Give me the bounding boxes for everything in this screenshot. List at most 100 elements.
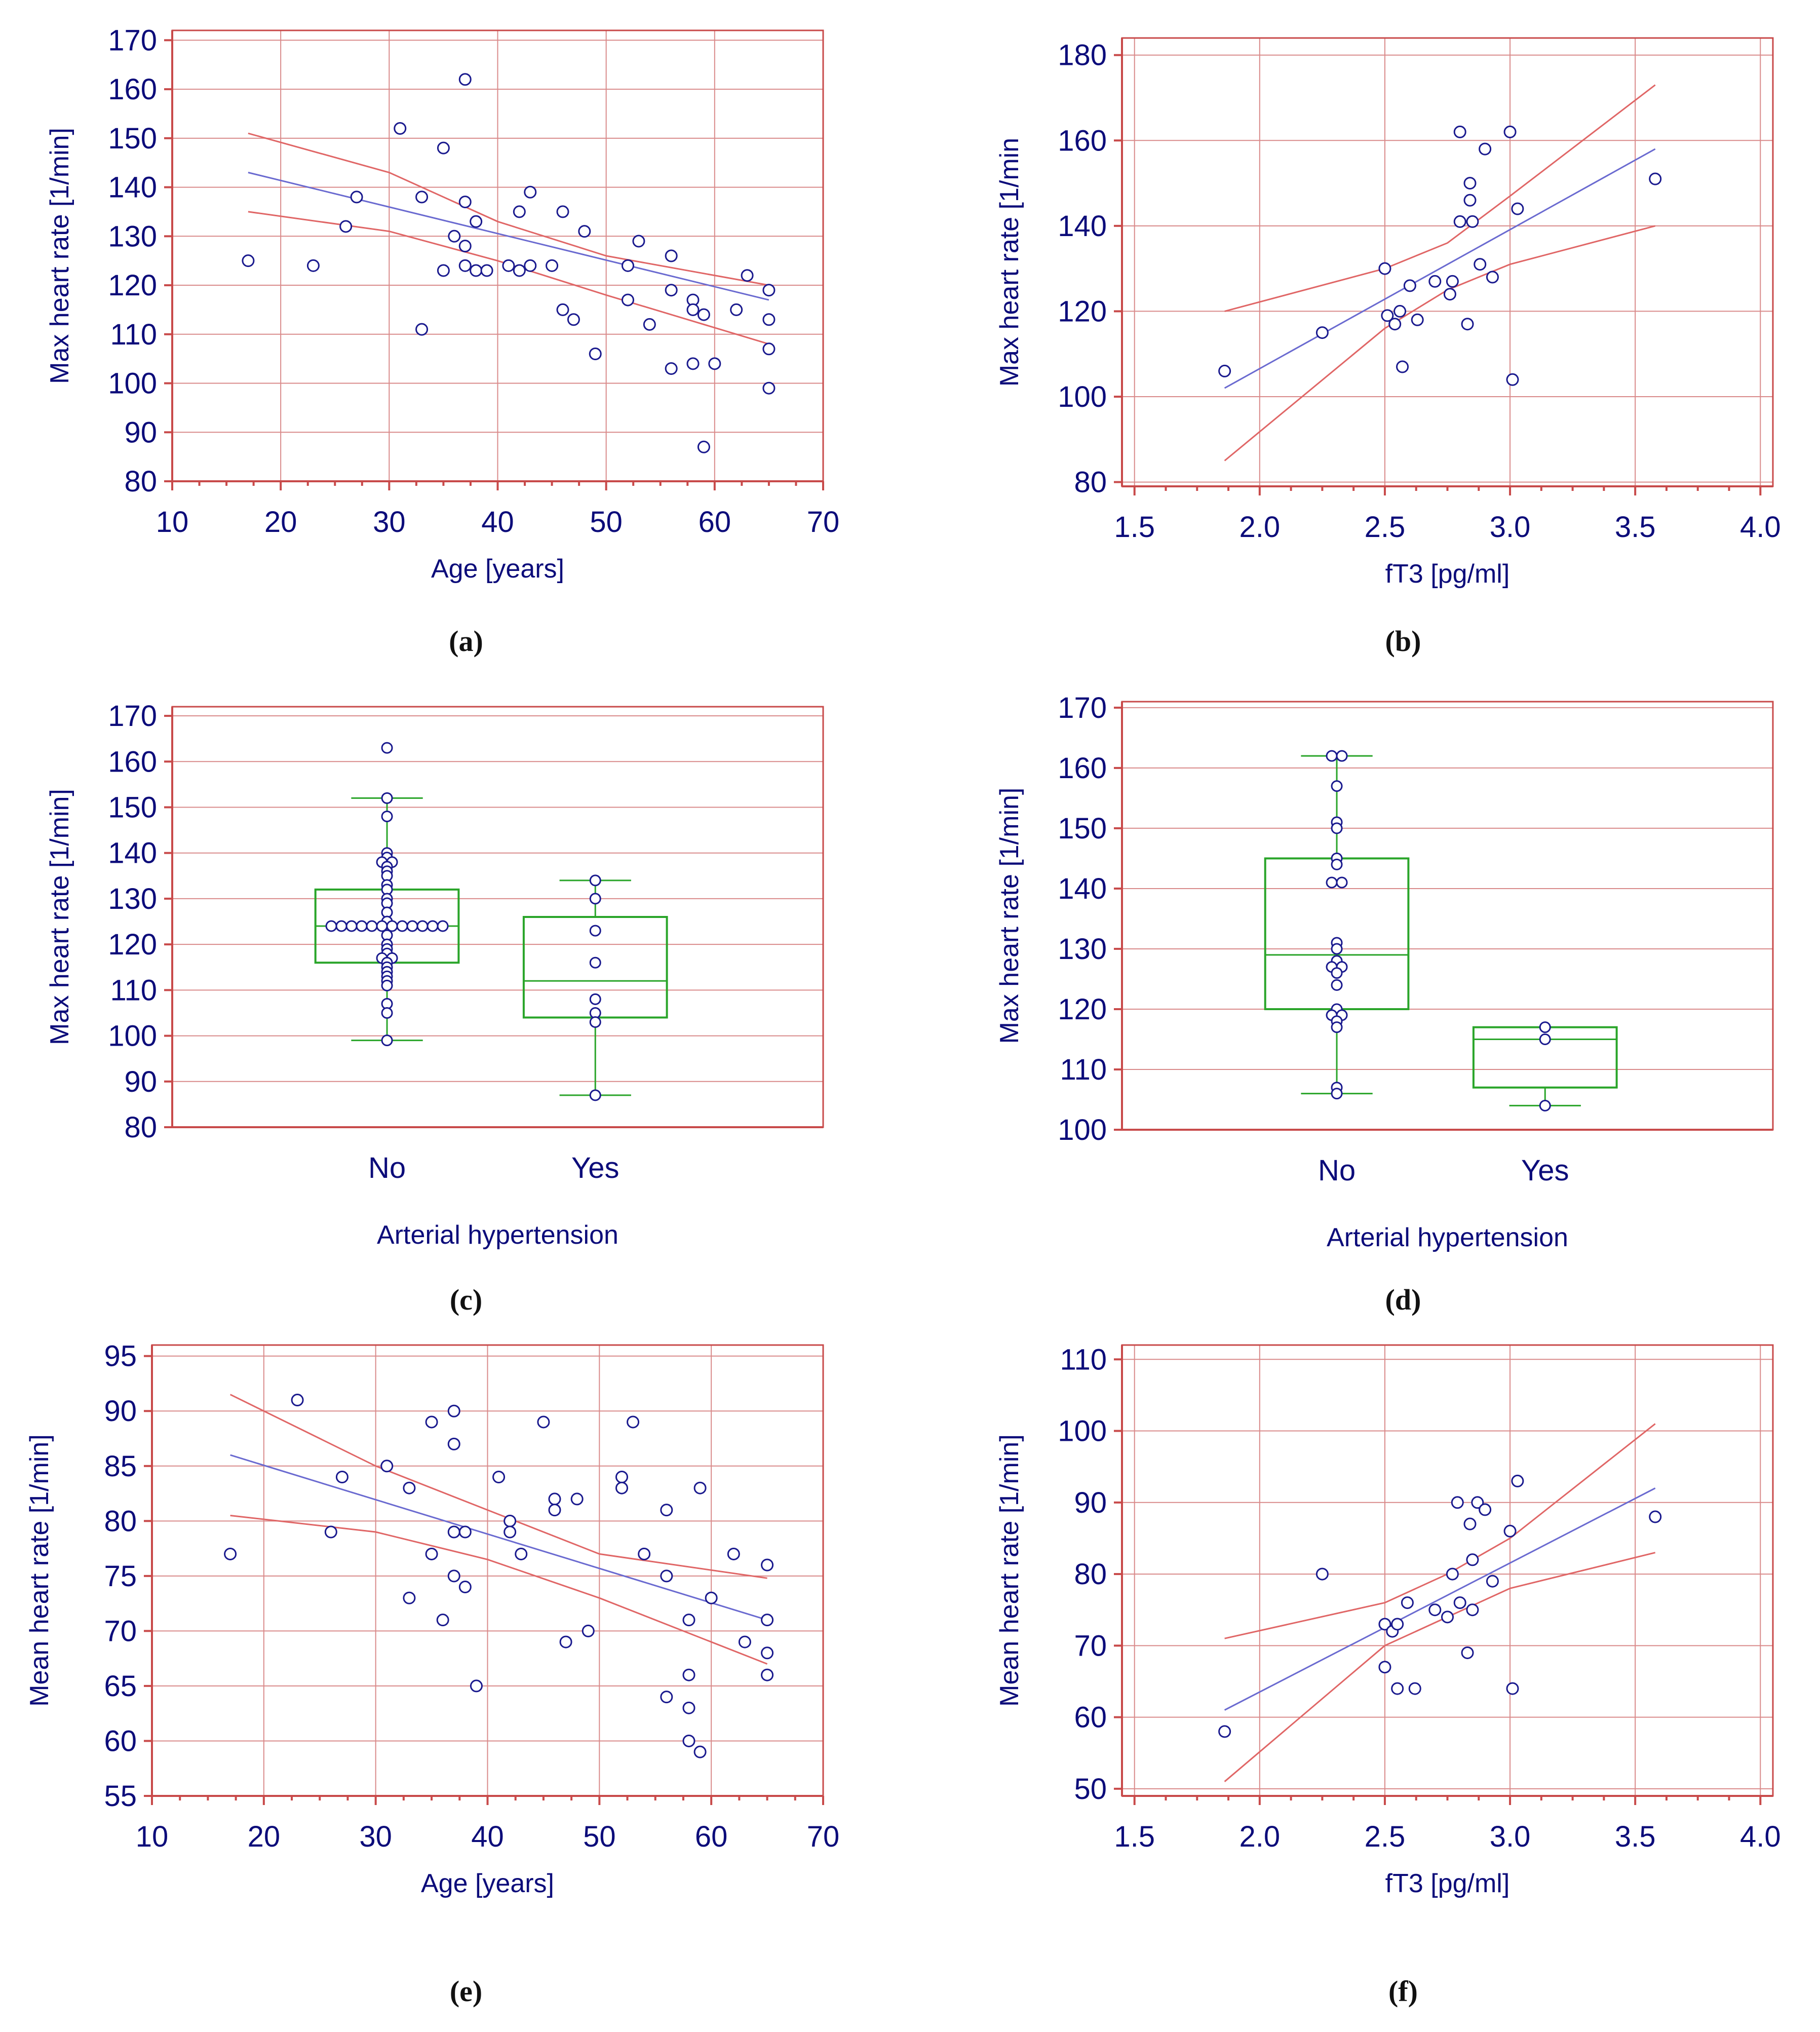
data-point [1463, 1517, 1477, 1530]
data-point [627, 1415, 640, 1429]
data-point [1396, 360, 1409, 373]
data-point [458, 196, 472, 209]
data-point [632, 235, 645, 248]
data-point [762, 313, 776, 326]
plot-frame [171, 706, 824, 1128]
y-tick-label: 170 [108, 700, 157, 733]
x-tick-label: 70 [807, 506, 840, 539]
y-tick-label: 140 [1058, 210, 1107, 243]
panel-caption: (c) [450, 1283, 482, 1316]
data-point [589, 1089, 601, 1101]
data-point [1453, 1596, 1466, 1609]
data-point [502, 259, 515, 272]
data-point [458, 240, 472, 253]
x-tick-label: 40 [471, 1820, 504, 1853]
data-point [425, 1547, 438, 1560]
y-tick-label: 100 [108, 367, 157, 400]
data-point [1218, 364, 1231, 377]
y-tick-label: 80 [1074, 1558, 1107, 1591]
data-point [1446, 275, 1459, 288]
data-point [660, 1569, 673, 1583]
data-point [447, 1404, 460, 1417]
x-tick-label: 3.5 [1615, 511, 1656, 544]
x-category-label: No [368, 1152, 406, 1184]
y-tick-label: 120 [108, 928, 157, 961]
y-tick-label: 140 [1058, 872, 1107, 905]
data-point [665, 284, 678, 297]
data-point [1403, 279, 1416, 292]
confidence-band-lower [230, 1515, 768, 1665]
data-point [1441, 1611, 1454, 1624]
data-point [403, 1481, 416, 1494]
data-point [1466, 215, 1479, 228]
data-point [1331, 858, 1343, 870]
data-point [1411, 313, 1424, 326]
data-point [380, 1460, 394, 1473]
data-point [1539, 1099, 1551, 1111]
data-point [1511, 202, 1524, 215]
data-point [638, 1547, 651, 1560]
data-point [1479, 1503, 1492, 1516]
data-point [761, 1668, 774, 1681]
data-point [1453, 125, 1466, 138]
y-tick-label: 130 [1058, 933, 1107, 966]
confidence-band-upper [1224, 84, 1656, 312]
data-point [1466, 1553, 1479, 1566]
data-point [727, 1547, 740, 1560]
y-tick-label: 60 [1074, 1701, 1107, 1734]
y-tick-label: 50 [1074, 1773, 1107, 1806]
data-point [416, 920, 429, 932]
data-point [1539, 1033, 1551, 1045]
y-tick-label: 80 [124, 465, 157, 498]
data-point [697, 440, 710, 453]
y-tick-label: 80 [104, 1505, 137, 1538]
data-point [1466, 1603, 1479, 1617]
panel-caption: (a) [449, 625, 483, 658]
data-point [1474, 258, 1487, 271]
y-tick-label: 170 [108, 24, 157, 57]
data-point [1443, 288, 1456, 301]
data-point [447, 1437, 460, 1450]
x-category-label: No [1318, 1154, 1356, 1187]
data-point [470, 1679, 483, 1693]
y-tick-label: 70 [104, 1615, 137, 1647]
data-point [762, 284, 776, 297]
data-point [381, 792, 393, 804]
data-point [1326, 750, 1338, 762]
data-point [1649, 1510, 1662, 1523]
data-point [762, 342, 776, 356]
data-point [537, 1415, 550, 1429]
data-point [615, 1470, 628, 1483]
data-point [1408, 1682, 1421, 1695]
x-axis-title: Arterial hypertension [1327, 1223, 1568, 1252]
regression-line [230, 1454, 768, 1621]
plot-frame [1121, 701, 1774, 1131]
y-tick-label: 160 [108, 745, 157, 778]
data-point [578, 225, 591, 238]
x-tick-label: 3.0 [1490, 1820, 1531, 1853]
y-tick-label: 100 [1058, 1415, 1107, 1448]
data-point [1461, 318, 1474, 331]
data-point [515, 1547, 528, 1560]
data-point [1446, 1567, 1459, 1581]
data-point [708, 357, 721, 370]
data-point [325, 920, 337, 932]
y-tick-label: 110 [110, 974, 157, 1007]
data-point [524, 185, 537, 199]
data-point [1471, 1496, 1484, 1509]
x-axis-title: Age [years] [421, 1869, 554, 1898]
x-tick-label: 2.5 [1365, 511, 1406, 544]
data-point [589, 347, 602, 360]
data-point [665, 249, 678, 262]
confidence-band-lower [1224, 1552, 1656, 1782]
data-point [1331, 822, 1343, 834]
data-point [1331, 979, 1343, 991]
data-point [548, 1504, 561, 1517]
x-tick-label: 20 [264, 506, 297, 539]
data-point [436, 1614, 449, 1627]
data-point [458, 1525, 472, 1539]
x-tick-label: 2.5 [1365, 1820, 1406, 1853]
data-point [1331, 1088, 1343, 1100]
x-tick-label: 60 [695, 1820, 728, 1853]
data-point [682, 1614, 695, 1627]
